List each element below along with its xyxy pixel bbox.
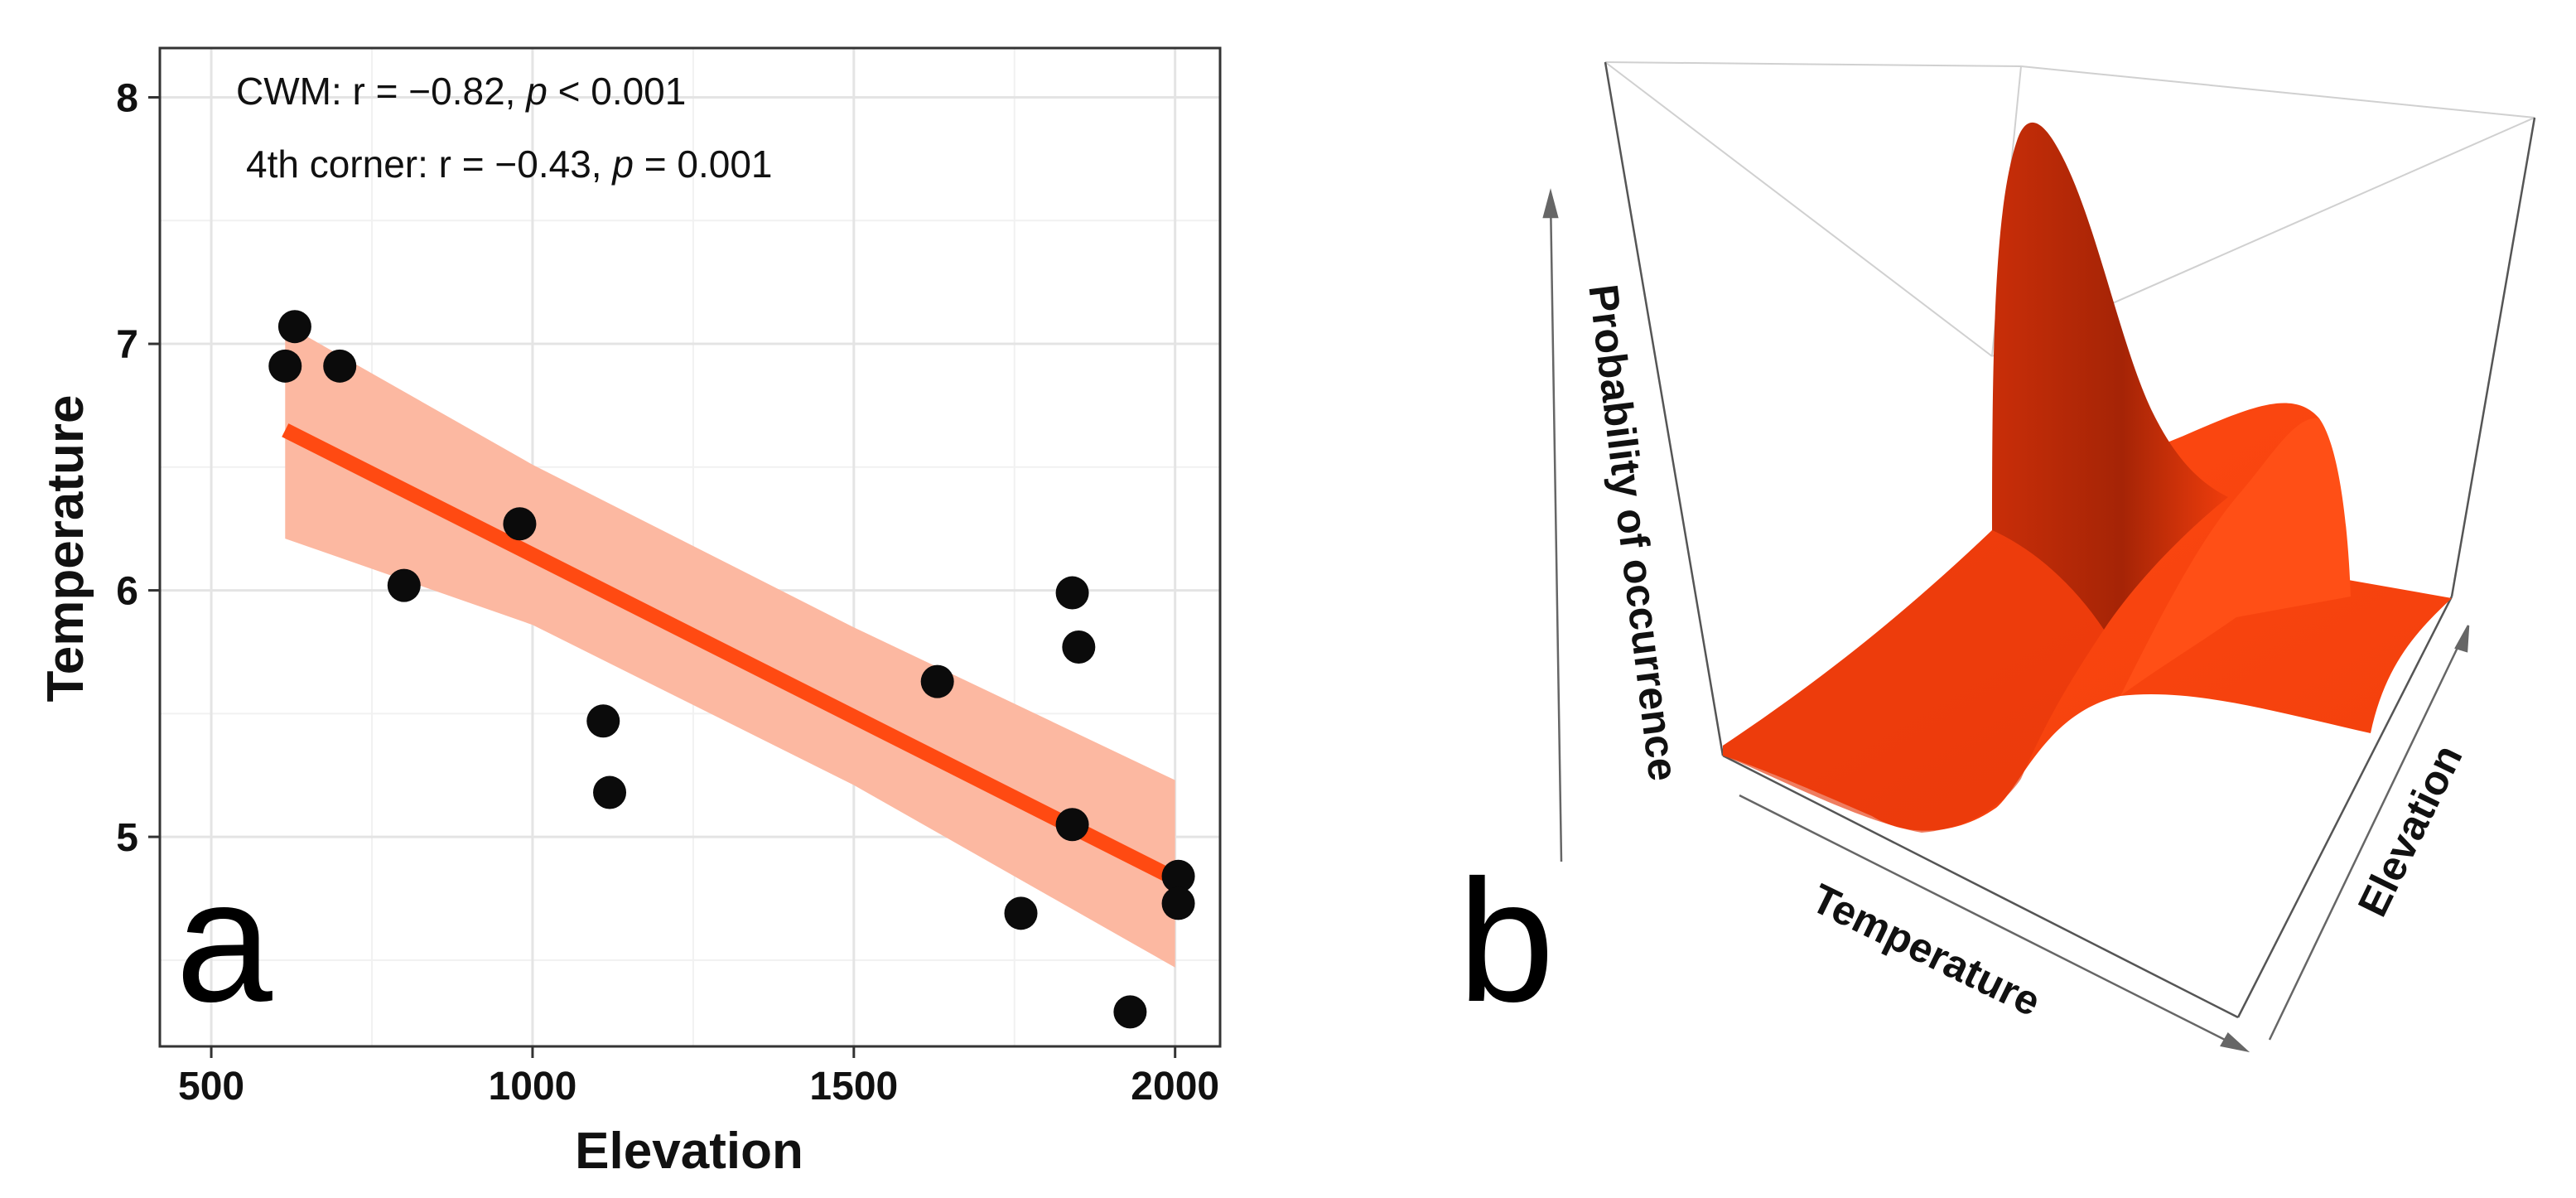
regression-line: [282, 423, 1179, 886]
data-point: [277, 310, 311, 344]
axis-ticks: 500 1000 1500 2000 5 6 7 8: [116, 77, 1219, 1109]
data-point: [593, 775, 627, 809]
data-point: [1055, 808, 1089, 842]
surface-panel: Probability of occurrence Temperature El…: [1458, 61, 2536, 1053]
data-point: [586, 704, 620, 738]
y-axis-title: Temperature: [37, 395, 94, 703]
data-point: [1004, 896, 1038, 930]
plot-box-front-edges: [1604, 61, 2536, 1019]
y-axis-title-b: Elevation: [2349, 737, 2472, 923]
y-tick-label: 8: [116, 77, 138, 121]
surface-shading: [1723, 530, 2104, 833]
y-tick-label: 6: [116, 570, 138, 614]
annotation-cwm: CWM: r = −0.82, p < 0.001: [236, 70, 686, 113]
data-point: [1161, 859, 1195, 893]
surface-ridge-elevation: [2120, 418, 2351, 696]
panel-label-b: b: [1458, 843, 1555, 1038]
x-tick-label: 2000: [1131, 1065, 1219, 1109]
x-tick-label: 1000: [489, 1065, 577, 1109]
data-point: [387, 568, 421, 602]
panel-label-a: a: [176, 843, 273, 1038]
data-point: [920, 664, 954, 698]
z-axis-title: Probability of occurrence: [1580, 282, 1686, 783]
scatter-panel: 500 1000 1500 2000 5 6 7 8 CWM: r = −0.82, p < …: [37, 46, 1222, 1180]
data-point: [1055, 576, 1089, 610]
x-axis-title-b: Temperature: [1805, 875, 2048, 1025]
plot-border: [158, 46, 1222, 1048]
x-tick-label: 1500: [809, 1065, 898, 1109]
data-points: [268, 310, 1195, 1029]
data-point: [1062, 630, 1096, 664]
y-tick-label: 7: [116, 323, 138, 367]
y-tick-label: 5: [116, 816, 138, 860]
data-point: [1161, 886, 1195, 920]
data-point: [323, 349, 357, 383]
annotation-fourth-corner: 4th corner: r = −0.43, p = 0.001: [246, 143, 773, 186]
x-axis-title: Elevation: [575, 1123, 803, 1180]
surface-peak: [1992, 122, 2228, 630]
confidence-band: [285, 324, 1175, 968]
data-point: [503, 507, 537, 541]
x-tick-label: 500: [178, 1065, 244, 1109]
axis-arrows: [1542, 188, 2470, 1053]
data-point: [1113, 995, 1147, 1029]
data-point: [268, 349, 302, 383]
